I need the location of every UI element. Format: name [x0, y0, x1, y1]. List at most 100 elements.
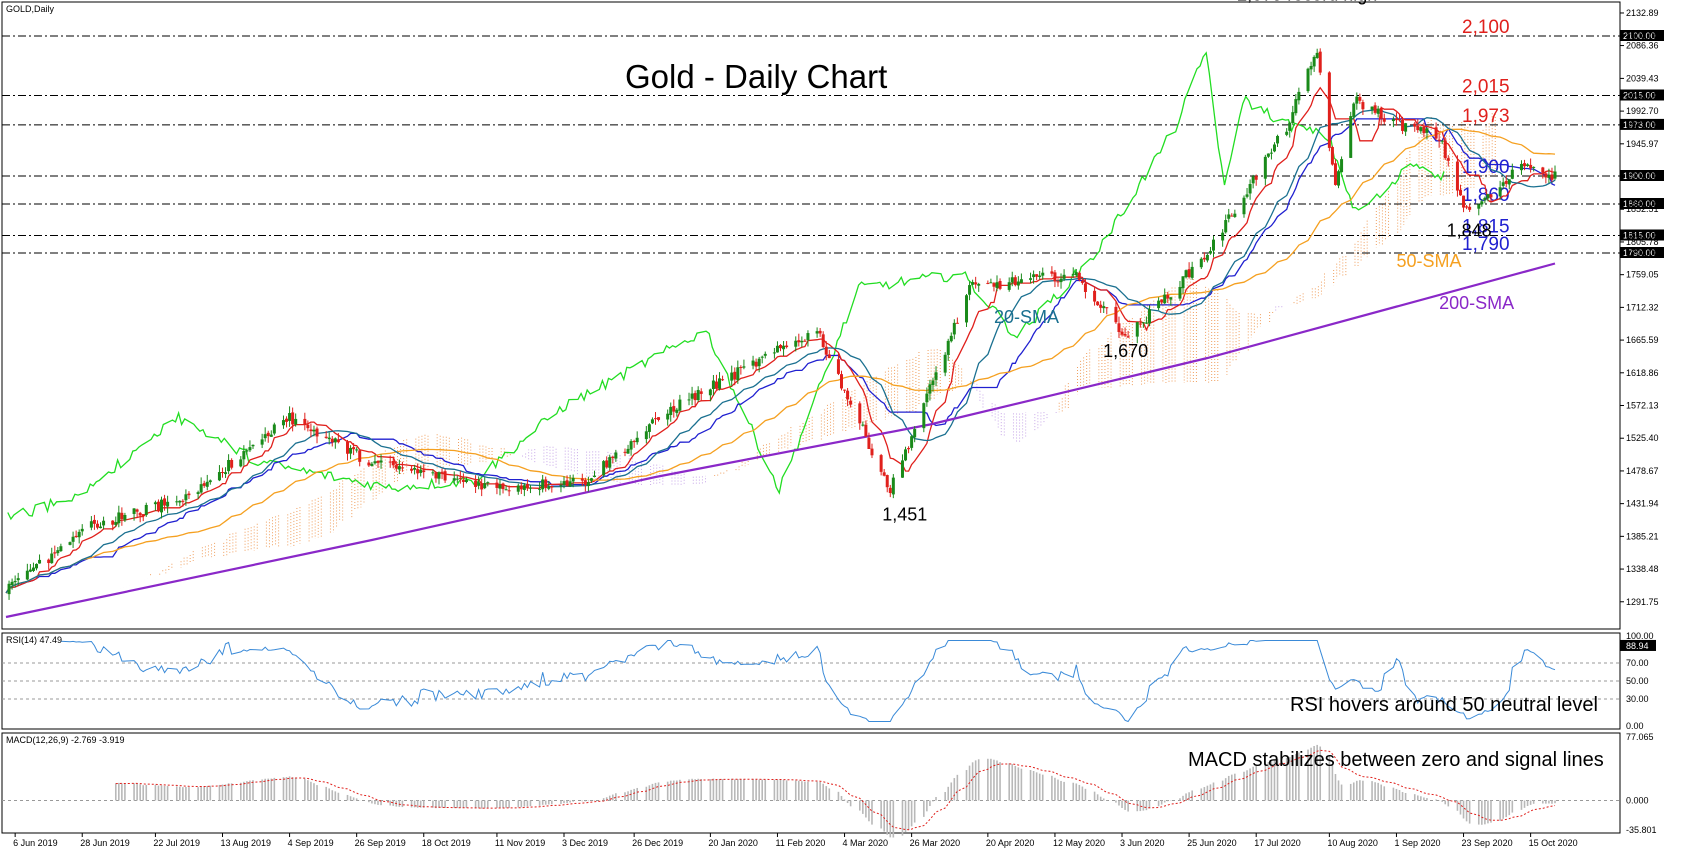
candle-body	[327, 437, 331, 440]
candle-body	[1099, 304, 1103, 308]
candle-body	[547, 486, 551, 489]
annotation-label: 50-SMA	[1396, 251, 1461, 271]
candle-body	[1480, 201, 1484, 205]
candle-body	[227, 459, 231, 472]
level-label: 2,015	[1462, 77, 1510, 98]
candle-body	[696, 389, 700, 401]
candle-body	[653, 418, 657, 420]
candle-body	[242, 451, 246, 460]
x-tick-label: 6 Jun 2019	[13, 838, 58, 848]
candle-body	[907, 448, 911, 450]
candle-body	[324, 436, 328, 438]
level-tag: 1860.00	[1623, 199, 1656, 209]
x-tick-label: 26 Mar 2020	[910, 838, 961, 848]
candle-body	[955, 322, 959, 324]
candle-body	[666, 413, 670, 420]
candle-body	[1416, 125, 1420, 131]
candle-body	[1425, 128, 1429, 133]
candle-body	[1080, 280, 1084, 283]
candle-body	[1166, 295, 1170, 299]
candle-body	[879, 455, 883, 472]
candle-body	[1077, 272, 1081, 280]
y-tick-label: 1973.00	[1626, 120, 1659, 130]
rsi-tick-label: 88.94	[1626, 641, 1649, 651]
candle-body	[80, 528, 84, 532]
candle-body	[77, 531, 81, 538]
level-label: 1,860	[1462, 185, 1510, 206]
candle-body	[846, 390, 850, 400]
candle-body	[1330, 147, 1334, 165]
candle-body	[1105, 307, 1109, 309]
candle-body	[931, 380, 935, 386]
y-tick-label: 1815.00	[1626, 231, 1659, 241]
candle-body	[1160, 299, 1164, 303]
candle-body	[559, 485, 563, 487]
candle-body	[968, 285, 972, 295]
candle-body	[1455, 161, 1459, 191]
candle-body	[1327, 72, 1331, 148]
candle-body	[821, 334, 825, 347]
candle-body	[839, 374, 843, 389]
candle-body	[1291, 112, 1295, 124]
candle-body	[220, 472, 224, 474]
candle-body	[522, 485, 526, 490]
candle-body	[373, 461, 377, 464]
x-tick-label: 25 Jun 2020	[1187, 838, 1237, 848]
candle-body	[678, 399, 682, 411]
candle-body	[1498, 187, 1502, 197]
candle-body	[943, 354, 947, 373]
level-label: 1,815	[1462, 217, 1510, 238]
candle-body	[217, 472, 221, 481]
candle-body	[507, 490, 511, 492]
annotation-label: 1,670	[1103, 341, 1148, 361]
candle-body	[1053, 272, 1057, 282]
rsi-line	[60, 640, 1556, 723]
candle-body	[144, 504, 148, 516]
candle-body	[870, 448, 874, 456]
ichimoku-cloud	[150, 113, 1496, 577]
rsi-tick-label: 30.00	[1626, 694, 1649, 704]
candle-body	[1141, 322, 1145, 324]
candle-body	[31, 567, 35, 571]
candle-body	[1190, 266, 1194, 278]
candle-body	[370, 463, 374, 466]
candle-body	[95, 523, 99, 528]
candle-body	[303, 418, 307, 425]
candle-body	[1178, 286, 1182, 299]
candle-body	[1227, 214, 1231, 219]
candle-body	[50, 553, 54, 564]
candle-body	[1032, 274, 1036, 278]
candle-body	[827, 354, 831, 359]
candle-body	[117, 512, 121, 524]
candle-body	[281, 420, 285, 426]
y-tick-label: 1385.21	[1626, 531, 1659, 541]
macd-tick-label: 0.000	[1626, 796, 1649, 806]
candle-body	[10, 581, 14, 585]
candle-body	[1486, 194, 1490, 199]
candle-body	[315, 428, 319, 437]
candle-body	[138, 512, 142, 516]
candle-body	[934, 372, 938, 380]
candle-body	[1465, 206, 1469, 208]
candle-body	[1010, 277, 1014, 283]
candle-body	[477, 482, 481, 486]
candle-body	[1532, 166, 1536, 168]
candle-body	[413, 467, 417, 470]
candle-body	[56, 550, 60, 554]
sma50-line	[5, 128, 1556, 594]
candle-body	[1446, 158, 1450, 161]
candle-body	[1233, 213, 1237, 217]
candle-body	[114, 522, 118, 525]
candle-body	[184, 494, 188, 501]
candle-body	[355, 449, 359, 451]
candle-body	[751, 360, 755, 366]
candle-body	[657, 417, 661, 420]
candle-body	[346, 441, 350, 454]
candle-body	[1489, 194, 1493, 198]
candle-body	[995, 282, 999, 288]
candle-body	[818, 330, 822, 334]
candle-body	[867, 437, 871, 449]
candle-body	[330, 438, 334, 443]
